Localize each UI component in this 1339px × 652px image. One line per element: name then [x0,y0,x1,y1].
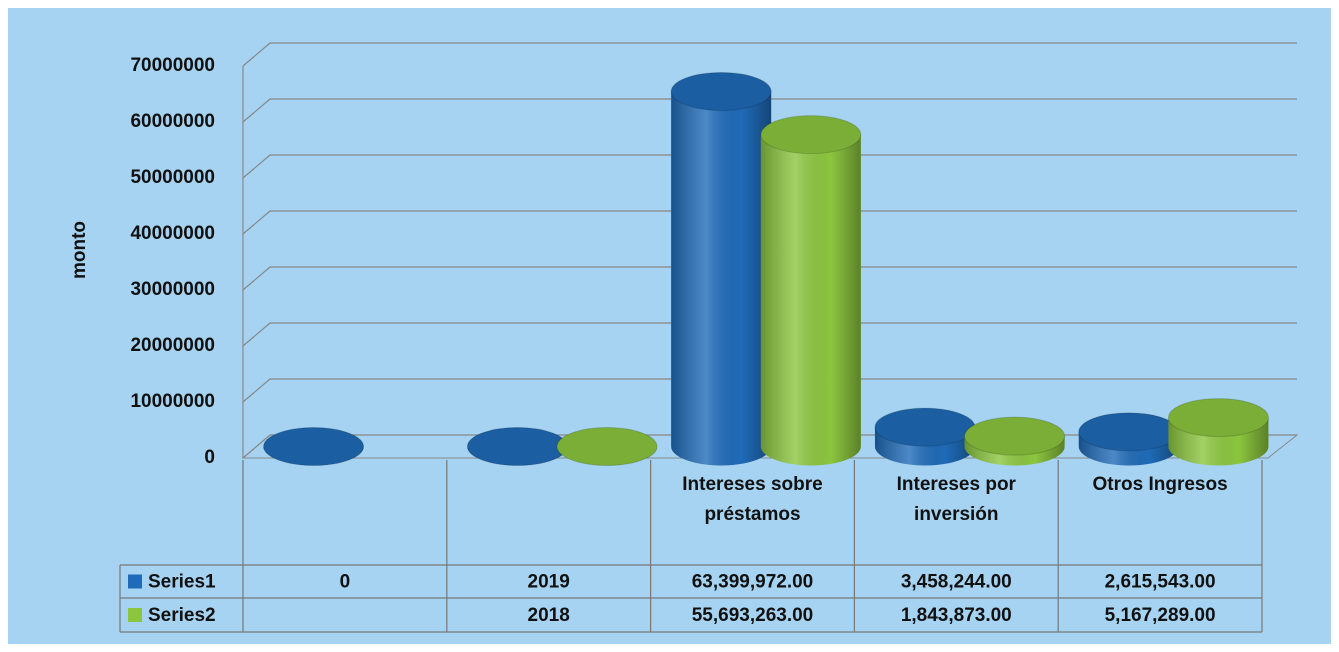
cylinder-top-shade [263,427,364,466]
data-table-value: 2019 [528,572,570,593]
grid-line [242,42,1297,67]
cylinder-top [556,426,658,466]
cylinder-top-shade [467,427,568,466]
cylinder-top [1167,398,1269,438]
cylinder-shade [671,91,772,466]
category-label: Intereses sobre préstamos [682,474,823,525]
y-tick-label: 60000000 [130,111,215,132]
y-axis-label: monto [69,221,90,279]
chart-area [8,8,1331,644]
category-label: Intereses por inversión [896,474,1016,525]
grid-line [242,266,1297,291]
cylinder-top-shade [874,408,975,447]
legend-key [128,608,142,622]
legend-label: Series2 [148,605,216,626]
cylinder-top [670,71,772,111]
y-tick-label: 70000000 [130,55,215,76]
y-tick-label: 50000000 [130,167,215,188]
data-table-value: 2018 [528,605,570,626]
data-table-value: 0 [340,572,351,593]
y-tick-label: 40000000 [130,223,215,244]
data-table-value: 1,843,873.00 [901,605,1012,626]
cylinder-top-shade [964,417,1065,456]
legend-key [128,574,142,589]
grid-line [242,154,1297,179]
cylinder-top-shade [1168,398,1269,437]
y-tick-label: 30000000 [130,279,215,300]
cylinder-top-shade [557,427,658,466]
category-label: Otros Ingresos [1092,474,1228,495]
cylinder-shade [760,134,861,466]
cylinder-top [263,427,365,466]
y-tick-label: 0 [204,447,215,468]
cylinder-top [964,416,1066,456]
grid-line [242,322,1297,347]
data-table-value: 5,167,289.00 [1105,605,1216,626]
data-table-value: 3,458,244.00 [901,572,1012,593]
grid-line [242,378,1297,403]
y-tick-label: 10000000 [130,391,215,412]
cylinder-top [760,115,862,155]
grid-line [242,98,1297,123]
cylinder-top-shade [671,72,772,111]
data-table-value: 2,615,543.00 [1105,572,1216,593]
grid-line [242,210,1297,235]
y-tick-label: 20000000 [130,335,215,356]
data-table-value: 55,693,263.00 [692,605,814,626]
data-table-value: 63,399,972.00 [692,572,814,593]
cylinder-top-shade [1078,412,1179,451]
legend-label: Series1 [148,572,216,593]
cylinder-top-shade [760,115,861,154]
